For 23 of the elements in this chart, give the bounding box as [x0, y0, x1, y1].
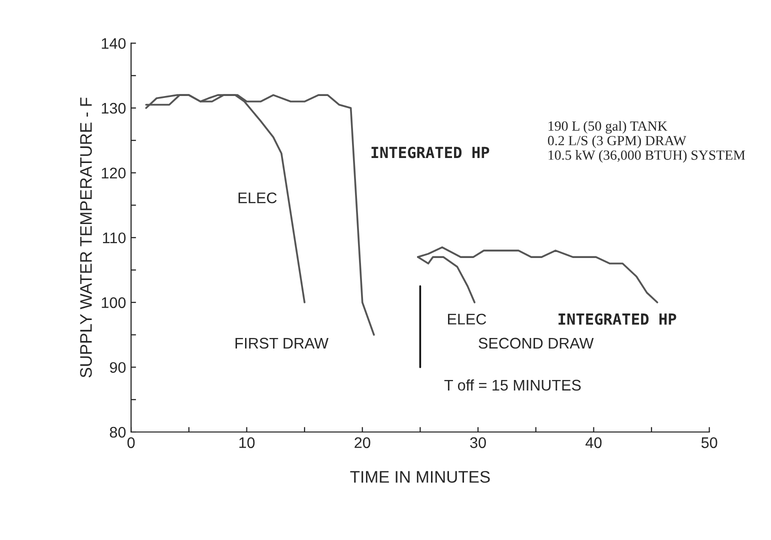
x-tick-label: 40 [586, 437, 602, 448]
x-tick-label: 0 [127, 437, 135, 448]
annotation: 190 L (50 gal) TANK 0.2 L/S (3 GPM) DRAW 10.5 kW (36,000 BTUH) SYSTEM [548, 120, 746, 163]
series-label: INTEGRATED HP [558, 313, 676, 325]
annotation: T off = 15 MINUTES [444, 379, 581, 391]
x-tick-label: 10 [239, 437, 255, 448]
y-axis-title: SUPPLY WATER TEMPERATURE - F [80, 98, 92, 378]
y-tick-label: 140 [102, 38, 126, 49]
x-tick-label: 20 [354, 437, 370, 448]
y-tick-label: 110 [103, 232, 126, 244]
y-tick-label: 120 [102, 168, 126, 178]
y-tick-label: 130 [102, 102, 126, 114]
series-label: ELEC [448, 314, 486, 325]
x-tick-label: 50 [701, 437, 718, 448]
x-axis-title: TIME IN MINUTES [350, 470, 490, 483]
annotation: SECOND DRAW [478, 338, 594, 349]
series-label: INTEGRATED HP [372, 146, 490, 158]
x-tick-label: 30 [470, 437, 486, 448]
y-tick-label: 100 [102, 297, 126, 308]
series-label: ELEC [238, 192, 277, 204]
annotation: FIRST DRAW [236, 338, 328, 349]
y-tick-label: 80 [110, 426, 126, 438]
y-tick-label: 90 [110, 362, 126, 373]
